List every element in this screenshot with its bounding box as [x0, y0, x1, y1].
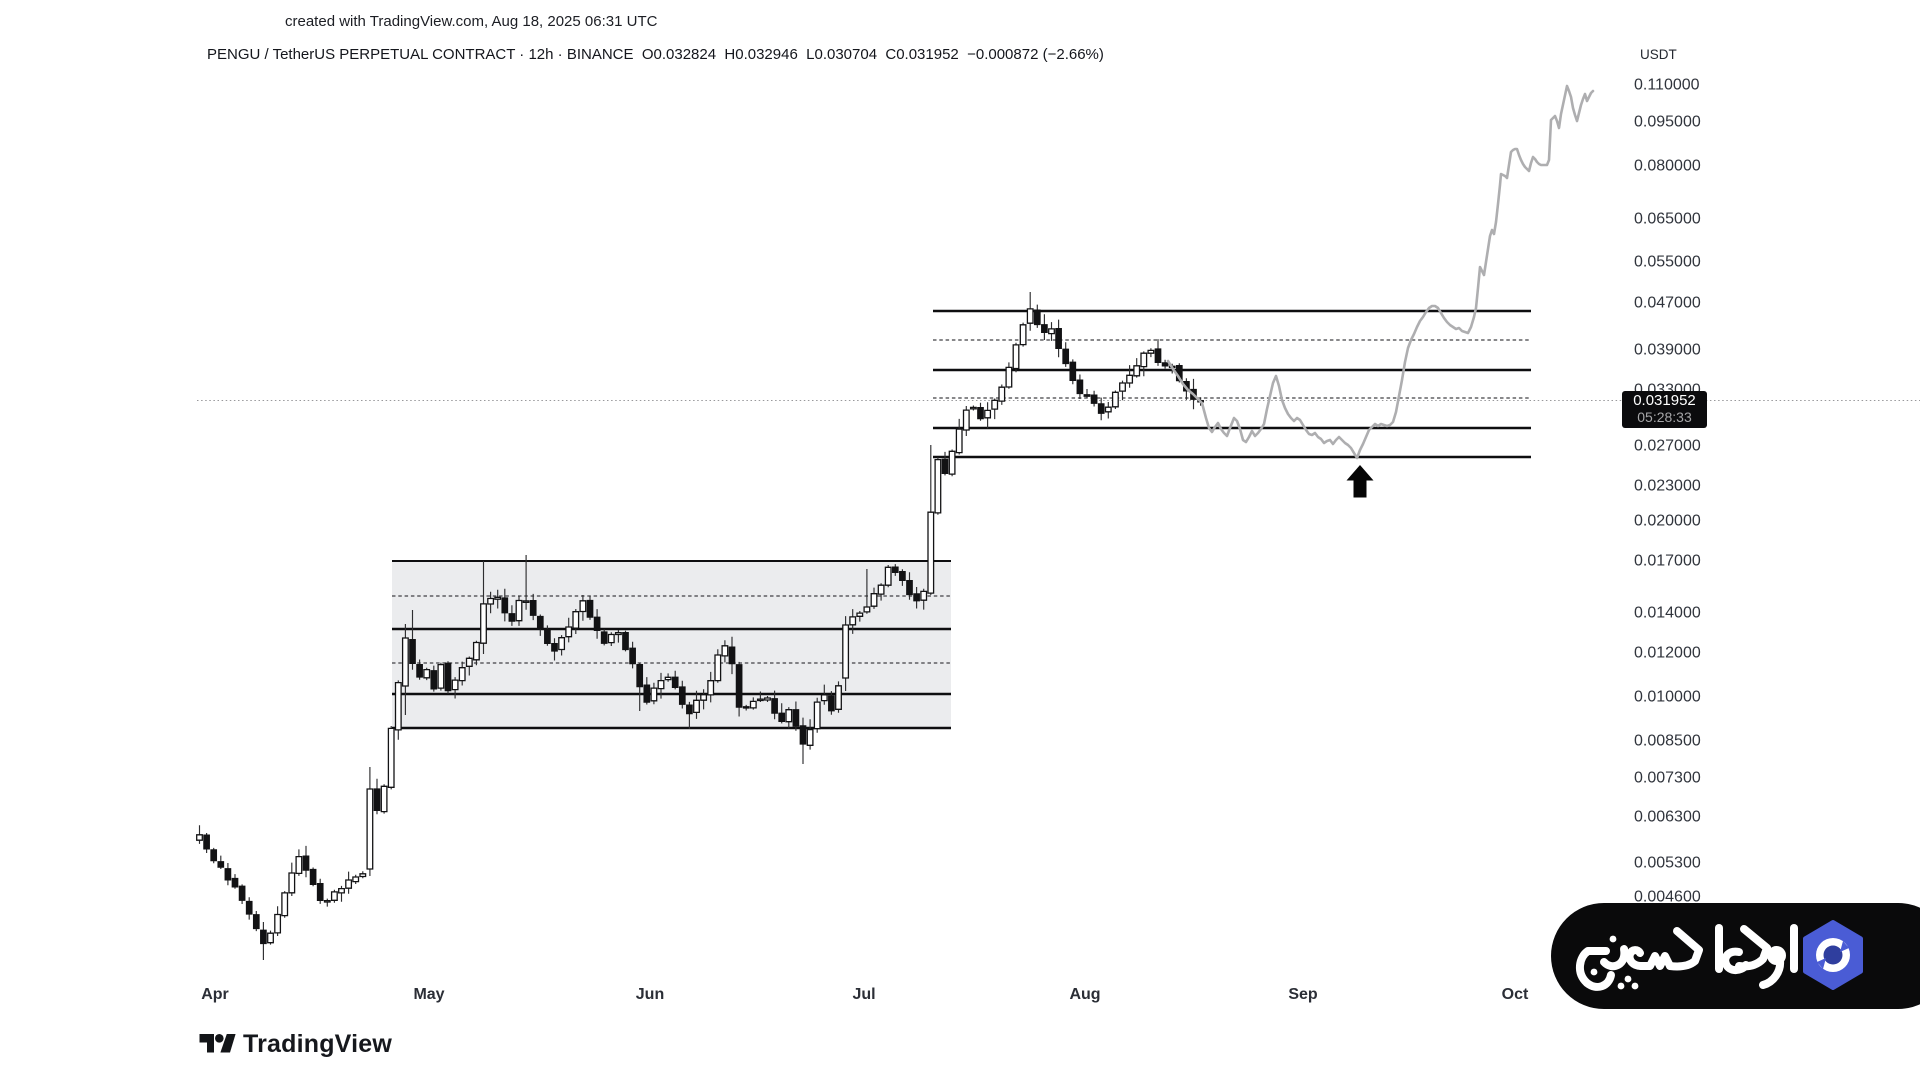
svg-text:Oct: Oct	[1502, 986, 1529, 1003]
svg-text:0.039000: 0.039000	[1634, 342, 1701, 359]
svg-text:created with TradingView.com,: created with TradingView.com, Aug 18, 20…	[285, 13, 658, 30]
svg-text:Sep: Sep	[1288, 986, 1318, 1003]
svg-text:0.020000: 0.020000	[1634, 513, 1701, 530]
svg-text:0.007300: 0.007300	[1634, 770, 1701, 787]
svg-text:05:28:33: 05:28:33	[1637, 409, 1692, 425]
svg-text:0.027000: 0.027000	[1634, 438, 1701, 455]
svg-text:0.065000: 0.065000	[1634, 211, 1701, 228]
svg-text:0.010000: 0.010000	[1634, 689, 1701, 706]
svg-text:0.023000: 0.023000	[1634, 478, 1701, 495]
svg-text:Aug: Aug	[1069, 986, 1100, 1003]
svg-text:0.110000: 0.110000	[1634, 77, 1700, 94]
svg-text:Apr: Apr	[201, 986, 229, 1003]
svg-text:0.014000: 0.014000	[1634, 605, 1701, 622]
svg-text:0.017000: 0.017000	[1634, 553, 1701, 570]
svg-text:0.047000: 0.047000	[1634, 295, 1701, 312]
svg-text:USDT: USDT	[1640, 47, 1677, 62]
svg-text:0.080000: 0.080000	[1634, 158, 1701, 175]
svg-text:TradingView: TradingView	[243, 1030, 392, 1058]
svg-text:0.055000: 0.055000	[1634, 254, 1701, 271]
svg-text:PENGU / TetherUS PERPETUAL CON: PENGU / TetherUS PERPETUAL CONTRACT · 12…	[207, 46, 1104, 63]
svg-text:0.095000: 0.095000	[1634, 114, 1701, 131]
svg-text:0.006300: 0.006300	[1634, 809, 1701, 826]
svg-text:0.012000: 0.012000	[1634, 645, 1701, 662]
svg-text:0.005300: 0.005300	[1634, 855, 1701, 872]
svg-text:0.031952: 0.031952	[1633, 392, 1696, 409]
svg-text:0.004600: 0.004600	[1634, 889, 1701, 906]
svg-text:May: May	[413, 986, 444, 1003]
svg-text:0.008500: 0.008500	[1634, 733, 1701, 750]
svg-text:Jun: Jun	[636, 986, 664, 1003]
svg-text:Jul: Jul	[852, 986, 875, 1003]
